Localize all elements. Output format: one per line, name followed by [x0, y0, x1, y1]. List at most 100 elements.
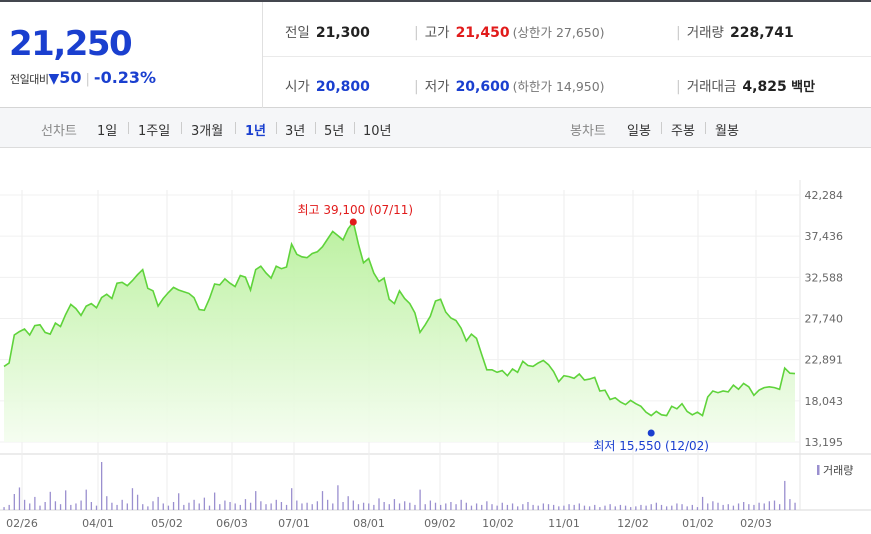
volume-bar: [157, 496, 159, 510]
volume-bar: [198, 503, 200, 510]
open-price: 시가 20,800: [285, 79, 370, 95]
volume-bar: [563, 505, 565, 510]
volume-bar: [537, 505, 539, 510]
volume-bar: [332, 503, 334, 510]
change-percent: -0.23%: [93, 68, 157, 87]
tab-monthly[interactable]: 월봉: [715, 124, 739, 139]
volume-bar: [758, 502, 760, 510]
volume-bar: [142, 504, 144, 510]
volume-bar: [655, 502, 658, 510]
tab-3y[interactable]: 3년: [285, 124, 306, 139]
volume-bar: [547, 504, 550, 510]
volume-bar: [424, 504, 426, 510]
x-tick-label: 01/02: [682, 517, 714, 530]
volume-bar: [306, 502, 308, 510]
volume-bar: [23, 499, 26, 510]
volume-bar: [18, 487, 21, 510]
y-tick-label: 18,043: [805, 395, 844, 408]
y-tick-label: 13,195: [805, 436, 844, 449]
volume-bar: [265, 504, 267, 510]
volume-bar: [789, 499, 791, 510]
volume-bar: [116, 504, 118, 510]
volume-bar: [147, 506, 149, 510]
volume-bar: [203, 497, 206, 510]
volume-bar: [517, 506, 519, 510]
volume-bar: [368, 503, 370, 510]
volume-bar: [373, 504, 375, 510]
y-tick-label: 37,436: [805, 230, 844, 243]
volume-bar: [552, 504, 555, 510]
volume-bar: [527, 502, 529, 510]
candle-chart-label: 봉차트: [570, 124, 606, 139]
volume-bar: [583, 505, 586, 510]
volume-bar: [213, 492, 216, 510]
trade-amount: | 거래대금 4,825 백만: [676, 79, 816, 95]
volume-bar: [249, 502, 252, 510]
chart-tabs: 선차트 1일 1주일 3개월 1년 3년 5년 10년 봉차트 일봉 주봉 월봉: [0, 108, 871, 148]
tab-1y[interactable]: 1년: [245, 124, 267, 139]
volume-bar: [270, 503, 272, 510]
volume-bar: [342, 502, 344, 510]
prev-close: 전일 21,300: [285, 25, 370, 41]
volume-bar: [388, 504, 390, 510]
volume-bar: [455, 504, 457, 510]
tab-1d[interactable]: 1일: [97, 124, 118, 139]
volume-bar: [753, 504, 755, 510]
tab-1w[interactable]: 1주일: [138, 124, 171, 139]
volume-bar: [275, 499, 277, 510]
volume-bar: [321, 491, 324, 510]
price-box: 21,250 전일대비▼50 | -0.23%: [0, 2, 263, 108]
x-tick-label: 04/01: [82, 517, 114, 530]
quote-summary: 21,250 전일대비▼50 | -0.23% 전일 21,300 | 고가 21,450…: [0, 0, 871, 108]
volume-bar: [49, 491, 51, 510]
volume-bar: [671, 505, 673, 510]
volume-bar: [244, 499, 247, 510]
price-line: [3, 220, 796, 417]
volume-bar: [486, 501, 488, 510]
tab-10y[interactable]: 10년: [363, 124, 392, 139]
volume-bar: [126, 503, 128, 510]
current-price: 21,250: [9, 24, 133, 64]
volume-bar: [188, 502, 190, 510]
x-tick-label: 07/01: [278, 517, 310, 530]
volume-bar: [80, 500, 82, 510]
volume-bar: [481, 504, 483, 510]
volume-bar: [398, 503, 401, 510]
volume-bar: [95, 505, 98, 510]
volume-bar: [326, 499, 329, 510]
volume-bar: [737, 503, 740, 510]
volume-bar: [3, 507, 5, 510]
volume-bar: [131, 488, 134, 510]
volume-bar: [763, 503, 765, 510]
volume-bar: [13, 494, 15, 510]
volume-bar: [59, 504, 62, 510]
x-tick-label: 10/02: [482, 517, 514, 530]
tab-3m[interactable]: 3개월: [191, 124, 224, 139]
volume-bar: [660, 504, 663, 510]
volume-bar: [193, 499, 195, 510]
volume-bar: [404, 501, 406, 510]
tab-weekly[interactable]: 주봉: [671, 124, 695, 139]
volume-bar: [614, 506, 616, 510]
volume-bar: [229, 502, 231, 510]
volume-bar: [701, 496, 704, 510]
volume-bar: [450, 502, 452, 510]
tab-daily[interactable]: 일봉: [627, 124, 651, 139]
volume-bar: [717, 502, 719, 510]
volume-bar: [748, 504, 750, 510]
volume-bar: [291, 488, 293, 510]
volume-bar: [34, 496, 36, 510]
volume-bar: [311, 504, 313, 510]
tab-5y[interactable]: 5년: [324, 124, 345, 139]
x-tick-label: 02/26: [6, 517, 38, 530]
volume-bar: [434, 502, 437, 510]
x-tick-label: 08/01: [353, 517, 385, 530]
volume-bar: [665, 506, 668, 510]
low-marker: [647, 429, 655, 437]
volume-bar: [121, 499, 123, 510]
volume-bar: [630, 507, 632, 510]
volume-bar: [712, 501, 714, 510]
volume-bar: [8, 504, 10, 510]
volume-bar: [465, 502, 467, 510]
volume-bar: [383, 502, 385, 510]
